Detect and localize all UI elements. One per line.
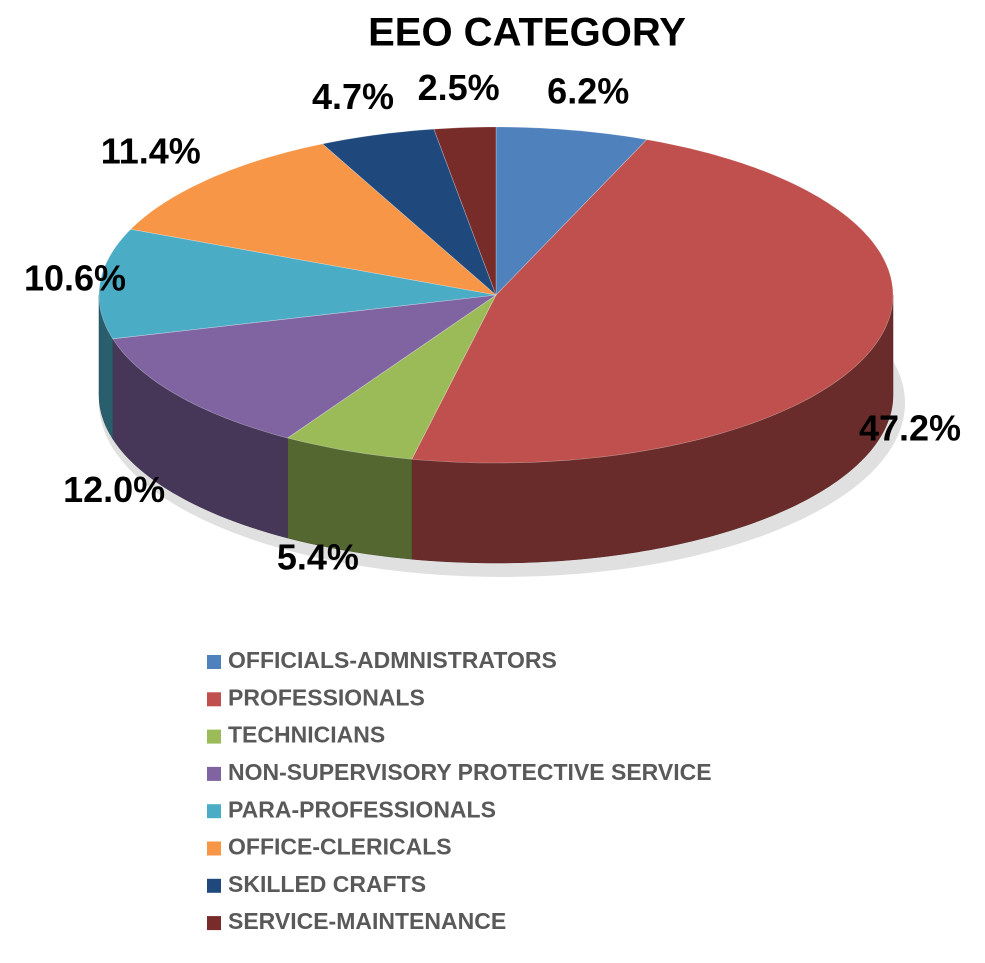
- legend-marker: [207, 916, 221, 931]
- legend-label: OFFICIALS-ADMNISTRATORS: [228, 647, 557, 673]
- data-label: 10.6%: [24, 257, 126, 298]
- legend-label: NON-SUPERVISORY PROTECTIVE SERVICE: [228, 759, 712, 785]
- pie-slice: [112, 294, 497, 439]
- pie-slice: [495, 126, 648, 296]
- pie-slice: [411, 139, 894, 464]
- pie-slice: [433, 126, 497, 296]
- pie-slice: [98, 228, 497, 340]
- pie-slice: [286, 294, 497, 460]
- legend-marker: [207, 655, 221, 669]
- pie-slice-side: [98, 294, 113, 440]
- chart-title: EEO CATEGORY: [368, 11, 686, 55]
- data-label: 5.4%: [277, 537, 359, 578]
- legend-label: SERVICE-MAINTENANCE: [228, 908, 506, 934]
- legend-label: TECHNICIANS: [228, 722, 385, 748]
- data-label: 12.0%: [63, 469, 165, 510]
- legend-label: OFFICE-CLERICALS: [228, 834, 452, 860]
- data-label: 6.2%: [547, 70, 629, 111]
- legend-marker: [207, 841, 221, 856]
- legend-marker: [207, 766, 221, 781]
- data-label: 4.7%: [312, 76, 394, 117]
- legend-label: PARA-PROFESSIONALS: [228, 796, 496, 822]
- legend-label: SKILLED CRAFTS: [228, 871, 426, 897]
- pie-slice: [130, 143, 498, 296]
- legend-label: PROFESSIONALS: [228, 684, 425, 710]
- legend-marker: [207, 692, 221, 707]
- legend-marker: [207, 729, 221, 744]
- legend-marker: [207, 878, 221, 893]
- legend-marker: [207, 804, 221, 819]
- pie-slice: [321, 128, 497, 296]
- data-label: 2.5%: [418, 67, 500, 108]
- data-label: 47.2%: [859, 407, 961, 448]
- data-label: 11.4%: [101, 130, 201, 171]
